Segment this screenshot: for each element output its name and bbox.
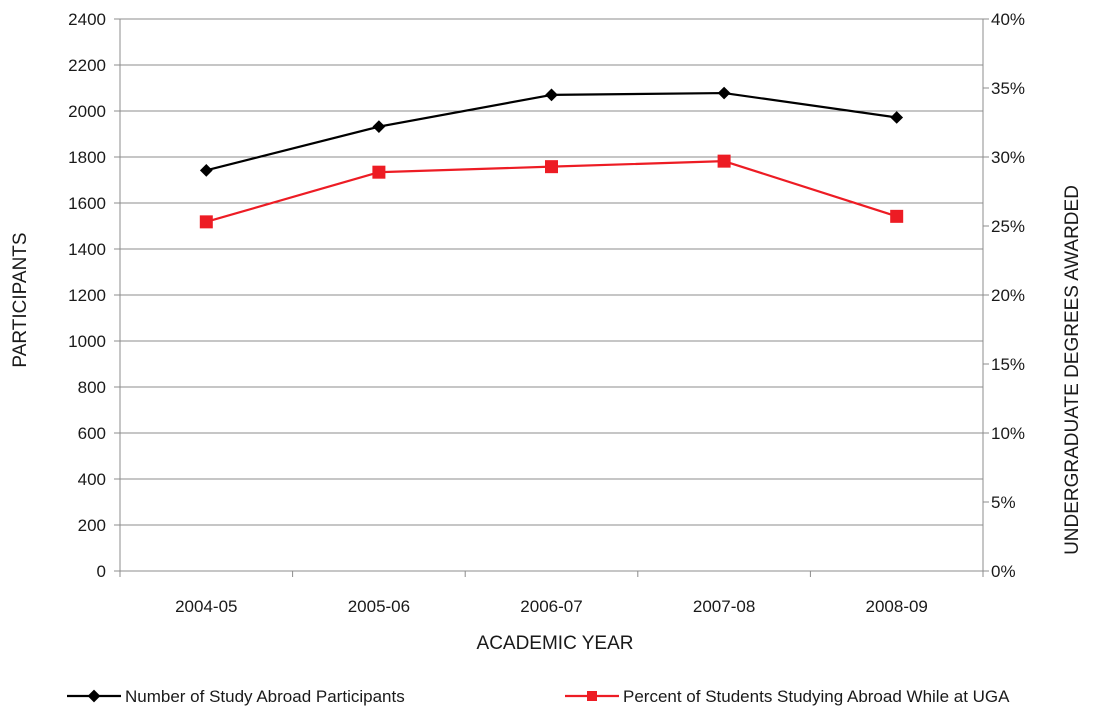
left-tick-label: 1400 [68,240,106,259]
right-tick-label: 15% [991,355,1025,374]
x-tick-label: 2007-08 [693,597,755,616]
left-tick-label: 200 [78,516,106,535]
left-tick-label: 2000 [68,102,106,121]
left-tick-label: 1000 [68,332,106,351]
right-axis-title: UNDERGRADUATE DEGREES AWARDED [1062,185,1083,555]
right-tick-label: 5% [991,493,1016,512]
data-point-square [199,215,213,229]
x-tick-label: 2005-06 [348,597,410,616]
data-point-diamond [717,86,731,100]
right-tick-label: 40% [991,10,1025,29]
right-tick-label: 20% [991,286,1025,305]
right-tick-label: 30% [991,148,1025,167]
series-line [206,91,897,172]
x-tick-label: 2008-09 [866,597,928,616]
legend-diamond-marker [87,689,101,703]
left-axis-title: PARTICIPANTS [10,232,31,367]
left-tick-label: 1600 [68,194,106,213]
right-tick-label: 10% [991,424,1025,443]
data-point-square [890,209,904,223]
x-tick-label: 2004-05 [175,597,237,616]
left-tick-label: 1800 [68,148,106,167]
left-tick-label: 400 [78,470,106,489]
legend-item-percent: Percent of Students Studying Abroad Whil… [565,687,1010,706]
x-axis-title: ACADEMIC YEAR [477,633,634,654]
series-participants [199,86,904,177]
gridlines [120,18,983,526]
left-tick-label: 1200 [68,286,106,305]
legend-item-participants: Number of Study Abroad Participants [67,687,405,706]
left-tick-label: 800 [78,378,106,397]
data-point-square [372,165,386,179]
legend-label-participants: Number of Study Abroad Participants [125,687,405,706]
x-axis-ticks: 2004-05 2005-06 2006-07 2007-08 2008-09 [119,571,984,616]
left-axis-ticks: 0 200 400 600 800 1000 1200 1400 1600 1800 2000 220… [68,10,120,581]
data-point-diamond [545,88,558,102]
left-tick-label: 600 [78,424,106,443]
legend: Number of Study Abroad Participants Perc… [67,687,1010,706]
data-point-diamond [372,120,386,134]
right-tick-label: 0% [991,562,1016,581]
x-tick-label: 2006-07 [520,597,582,616]
data-point-square [717,154,731,168]
left-tick-label: 2200 [68,56,106,75]
series [199,86,904,229]
left-tick-label: 0 [97,562,106,581]
right-axis-ticks: 0% 5% 10% 15% 20% 25% 30% 35% 40% [983,10,1025,581]
series-percent [199,154,904,229]
legend-square-marker [587,691,597,701]
data-point-diamond [890,111,904,124]
right-tick-label: 25% [991,217,1025,236]
left-tick-label: 2400 [68,10,106,29]
data-point-square [545,160,558,174]
right-tick-label: 35% [991,79,1025,98]
legend-label-percent: Percent of Students Studying Abroad Whil… [623,687,1010,706]
data-point-diamond [199,163,213,177]
